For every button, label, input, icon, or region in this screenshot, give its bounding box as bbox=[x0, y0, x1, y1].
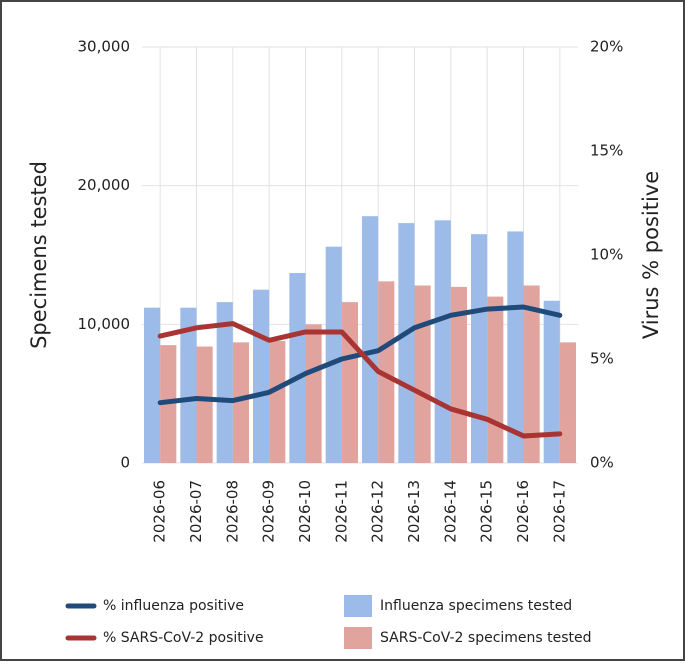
y2-tick-label: 5% bbox=[590, 350, 614, 368]
bar bbox=[305, 324, 322, 463]
bar bbox=[341, 302, 358, 463]
legend-label: % influenza positive bbox=[103, 598, 244, 614]
bar bbox=[180, 307, 197, 463]
x-tick-label: 2026-16 bbox=[514, 480, 532, 543]
x-tick-label: 2026-12 bbox=[369, 480, 387, 543]
bar bbox=[362, 216, 379, 463]
x-tick-label: 2026-13 bbox=[405, 480, 423, 543]
bar bbox=[325, 246, 342, 463]
x-tick-label: 2026-11 bbox=[332, 480, 350, 543]
y-tick-label: 30,000 bbox=[78, 38, 131, 56]
y2-tick-label: 0% bbox=[590, 454, 614, 472]
bar bbox=[196, 346, 213, 463]
y-tick-label: 0 bbox=[120, 454, 130, 472]
y2-axis-label: Virus % positive bbox=[639, 171, 663, 339]
legend-swatch bbox=[344, 627, 372, 649]
legend: % influenza positive % SARS-CoV-2 positiv… bbox=[65, 595, 592, 649]
x-tick-label: 2026-15 bbox=[478, 480, 496, 543]
bars bbox=[144, 216, 576, 463]
bar bbox=[471, 234, 488, 463]
y2-tick-label: 15% bbox=[590, 142, 623, 160]
bar bbox=[253, 289, 270, 463]
x-tick-label: 2026-17 bbox=[550, 480, 568, 543]
bar bbox=[269, 340, 286, 463]
bar bbox=[144, 307, 161, 463]
lines bbox=[157, 304, 563, 439]
y2-tick-label: 10% bbox=[590, 246, 623, 264]
bar bbox=[543, 300, 560, 463]
bar bbox=[450, 286, 467, 463]
line bbox=[157, 321, 563, 439]
bar bbox=[523, 285, 540, 463]
x-tick-label: 2026-14 bbox=[441, 480, 459, 543]
legend-label: Influenza specimens tested bbox=[380, 598, 572, 614]
bar bbox=[378, 281, 395, 463]
bar bbox=[289, 273, 306, 463]
bar bbox=[559, 342, 576, 463]
y-tick-label: 10,000 bbox=[78, 315, 131, 333]
legend-label: % SARS-CoV-2 positive bbox=[103, 630, 264, 646]
bar bbox=[232, 342, 249, 463]
y-tick-label: 20,000 bbox=[78, 176, 131, 194]
bar bbox=[434, 220, 451, 463]
x-tick-label: 2026-07 bbox=[187, 480, 205, 543]
legend-label: SARS-CoV-2 specimens tested bbox=[380, 630, 592, 646]
x-tick-label: 2026-09 bbox=[260, 480, 278, 543]
y2-tick-label: 20% bbox=[590, 38, 623, 56]
bar bbox=[216, 302, 233, 463]
bar bbox=[487, 296, 504, 463]
x-tick-label: 2026-08 bbox=[223, 480, 241, 543]
legend-swatch bbox=[344, 595, 372, 617]
y-axis-label: Specimens tested bbox=[27, 161, 51, 349]
x-tick-label: 2026-10 bbox=[296, 480, 314, 543]
x-tick-label: 2026-06 bbox=[151, 480, 169, 543]
bar bbox=[414, 285, 431, 463]
bar bbox=[398, 223, 415, 463]
bar bbox=[507, 231, 524, 463]
